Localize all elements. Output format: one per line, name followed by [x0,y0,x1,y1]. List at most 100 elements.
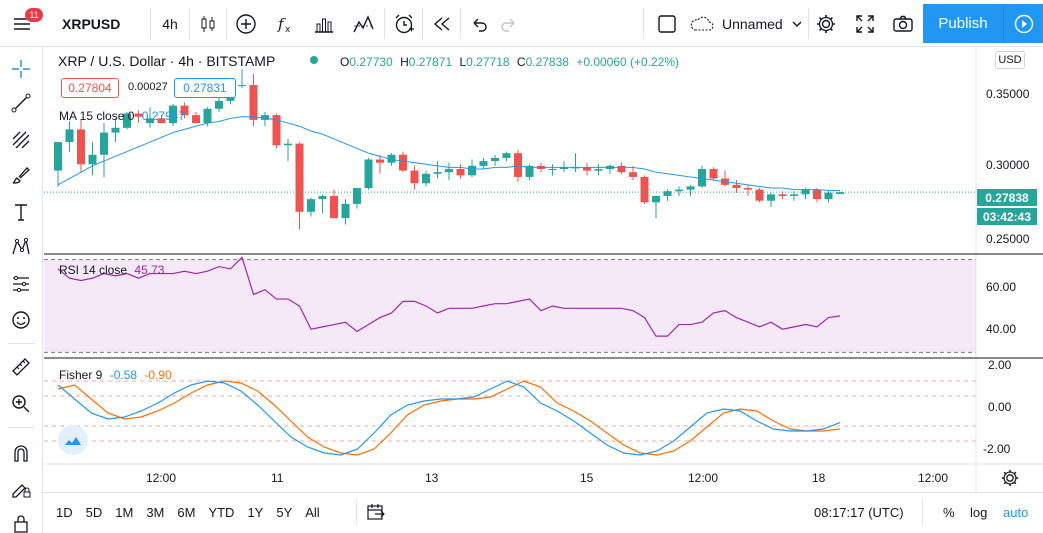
clock[interactable]: 08:17:17 (UTC) [814,504,904,520]
fisher-trigger-value: -0.90 [144,368,172,382]
fib-tool[interactable] [6,125,36,155]
date-range-button[interactable] [366,493,386,531]
redo-button[interactable] [494,0,524,47]
sell-button[interactable]: 0.27804 [61,78,119,98]
range-button-ytd[interactable]: YTD [208,504,235,520]
candle-body [824,192,833,200]
toolbar-divider [189,8,190,39]
pattern-tool[interactable] [6,232,36,262]
candle-body [318,195,327,200]
high-value: 0.27871 [408,55,453,69]
zoom-tool[interactable] [6,389,36,419]
rsi-legend[interactable]: RSI 14 close 45.73 [59,263,164,277]
financials-button[interactable] [306,0,342,47]
trend-line-tool[interactable] [6,88,36,118]
range-button-1y[interactable]: 1Y [247,504,264,520]
candle-body [767,194,775,201]
icons-tool[interactable] [6,305,36,335]
currency-label[interactable]: USD [995,51,1025,69]
candle-body [525,165,534,177]
range-button-3m[interactable]: 3M [146,504,165,520]
fisher-legend[interactable]: Fisher 9 -0.58 -0.90 [59,368,172,382]
candle-body [77,129,85,165]
series-title[interactable]: XRP / U.S. Dollar · 4h · BITSTAMP [58,53,275,69]
replay-button[interactable] [424,0,460,47]
rsi-line [57,256,841,337]
logo-cloud-icon [65,437,81,445]
alert-button[interactable] [386,0,422,47]
close-value: 0.27838 [525,55,569,69]
layout-name: Unnamed [722,15,783,32]
measure-tool[interactable] [6,352,36,382]
range-buttons: 1D 5D 1M 3M 6M YTD 1Y 5Y All [56,493,320,531]
candle-body [744,188,752,190]
candle-body [629,172,637,177]
rsi-label: RSI 14 close [59,263,128,277]
candle-body [54,142,62,171]
range-button-all[interactable]: All [305,504,320,520]
range-button-5y[interactable]: 5Y [276,504,293,520]
percent-scale-toggle[interactable]: % [943,504,955,520]
candle-body [652,195,660,203]
text-tool[interactable] [6,197,36,227]
prediction-tool[interactable] [6,269,36,299]
toolbar-divider [150,8,151,39]
smiley-icon [12,311,30,329]
chart-area[interactable] [44,47,1043,492]
symbol-search-button[interactable]: XRPUSD [62,15,121,32]
range-button-1d[interactable]: 1D [56,504,73,520]
play-icon [1014,14,1033,33]
candle-body [307,199,315,212]
lock-tool[interactable] [6,508,36,533]
candle-body [272,115,281,146]
snapshot-button[interactable] [884,0,922,47]
gear-icon [1001,469,1019,487]
high-label: H [400,55,409,69]
zoom-in-icon [12,395,30,413]
range-button-1m[interactable]: 1M [115,504,134,520]
brush-tool[interactable] [6,160,36,190]
buy-button[interactable]: 0.27831 [174,78,236,98]
templates-button[interactable] [344,0,384,47]
chart-type-button[interactable] [190,0,226,47]
compare-button[interactable] [228,0,264,47]
candle-body [445,169,453,173]
layout-menu-button[interactable]: Unnamed [688,0,808,47]
toolbar-divider [422,8,423,39]
brush-icon [12,167,30,184]
candle-body [215,100,223,109]
undo-button[interactable] [462,0,496,47]
candle-body [698,169,706,187]
ma-legend[interactable]: MA 15 close 0 0.27947 [59,109,185,123]
crosshair-tool[interactable] [6,54,36,84]
candle-body [203,108,212,124]
settings-button[interactable] [808,0,844,47]
publish-button[interactable]: Publish [923,4,1003,43]
rewind-icon [433,16,450,31]
range-button-5d[interactable]: 5D [85,504,103,520]
menu-button[interactable] [0,0,44,47]
fisher-tick: -2.00 [983,442,1011,456]
fullscreen-button[interactable] [846,0,884,47]
candle-body [433,172,442,174]
auto-scale-toggle[interactable]: auto [1003,504,1029,520]
magnet-tool[interactable] [6,438,36,468]
select-layout-checkbox[interactable] [648,0,686,47]
open-value: 0.27730 [349,55,393,69]
axis-settings-button[interactable] [1000,468,1022,490]
candle-body [146,118,154,124]
toolbar-divider [643,8,644,39]
pencil-lock-icon [12,484,31,498]
stay-drawing-tool[interactable] [6,474,36,504]
range-button-6m[interactable]: 6M [177,504,196,520]
tradingview-logo[interactable] [58,425,88,455]
candle-body [410,170,419,184]
time-tick: 15 [580,471,594,485]
log-scale-toggle[interactable]: log [970,504,988,520]
play-button[interactable] [1003,4,1043,43]
interval-button[interactable]: 4h [162,15,178,32]
candle-body [330,195,338,219]
fullscreen-icon [856,14,874,33]
